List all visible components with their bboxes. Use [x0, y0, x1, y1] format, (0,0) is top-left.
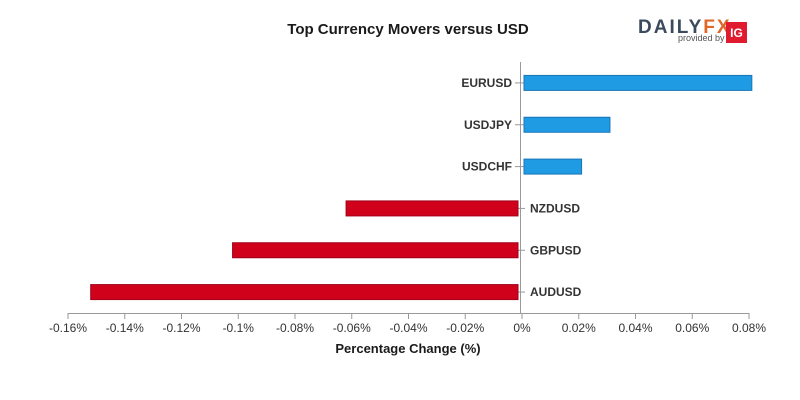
bar-eurusd	[523, 74, 753, 91]
bar-gbpusd	[232, 242, 519, 259]
category-label: AUDUSD	[530, 285, 582, 299]
category-label: USDCHF	[462, 160, 512, 174]
x-axis-label: Percentage Change (%)	[335, 341, 480, 356]
x-tick-label: 0%	[513, 321, 531, 335]
x-tick-label: 0.02%	[562, 321, 596, 335]
dailyfx-logo: DAILYFX provided by IG	[638, 17, 747, 43]
x-tick-label: -0.08%	[276, 321, 314, 335]
x-tick-label: -0.1%	[223, 321, 255, 335]
logo-daily-text: DAILY	[638, 17, 703, 38]
category-label: NZDUSD	[530, 201, 580, 215]
logo-fx-text: FX	[703, 17, 731, 38]
bar-nzdusd	[345, 200, 519, 217]
x-tick-label: -0.16%	[49, 321, 87, 335]
logo-provided-by: provided by	[678, 33, 725, 43]
bar-usdjpy	[523, 116, 611, 133]
x-tick-label: 0.06%	[675, 321, 709, 335]
x-tick-label: 0.04%	[618, 321, 652, 335]
x-tick-label: -0.14%	[106, 321, 144, 335]
bar-usdchf	[523, 158, 583, 175]
category-label: EURUSD	[461, 76, 512, 90]
ig-logo-text: IG	[730, 26, 743, 40]
bar-audusd	[90, 284, 519, 301]
plot-area: -0.16% -0.14% -0.12% -0.1% -0.08% -0.06% -0.04…	[49, 62, 766, 335]
category-label: GBPUSD	[530, 243, 582, 257]
logo-wordmark: DAILYFX	[638, 17, 732, 38]
x-tick-label: -0.02%	[446, 321, 484, 335]
x-tick-label: -0.12%	[162, 321, 200, 335]
category-label: USDJPY	[464, 118, 512, 132]
ig-logo-box	[726, 22, 747, 43]
x-tick-label: -0.06%	[333, 321, 371, 335]
x-tick-label: 0.08%	[732, 321, 766, 335]
chart-title: Top Currency Movers versus USD	[287, 21, 529, 38]
x-tick-label: -0.04%	[389, 321, 427, 335]
